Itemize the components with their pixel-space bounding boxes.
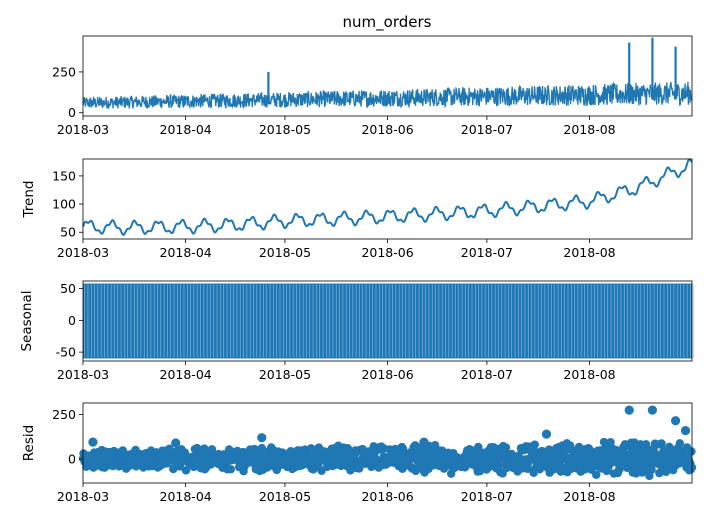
trend-series bbox=[82, 158, 693, 236]
seasonal-ylabel: Seasonal bbox=[19, 290, 35, 351]
xtick-label: 2018-07 bbox=[461, 367, 513, 382]
xtick-label: 2018-05 bbox=[259, 489, 311, 504]
ytick-label: 250 bbox=[52, 407, 76, 422]
trend-line bbox=[82, 158, 693, 236]
seasonal-series bbox=[83, 283, 695, 359]
ytick-label: 250 bbox=[52, 64, 76, 79]
ytick-label: -50 bbox=[56, 345, 76, 360]
xtick-label: 2018-06 bbox=[361, 367, 413, 382]
resid-series bbox=[78, 405, 697, 481]
observed-series bbox=[82, 37, 693, 110]
observed-line bbox=[82, 81, 693, 110]
seasonal-xticks: 2018-03 2018-04 2018-05 2018-06 2018-07 2018-… bbox=[57, 361, 616, 382]
resid-point bbox=[181, 466, 191, 475]
resid-outlier bbox=[680, 425, 691, 436]
resid-point bbox=[355, 464, 364, 473]
resid-outlier bbox=[419, 437, 429, 447]
xtick-label: 2018-06 bbox=[361, 489, 413, 504]
xtick-label: 2018-07 bbox=[461, 489, 513, 504]
xtick-label: 2018-04 bbox=[160, 122, 212, 137]
xtick-label: 2018-08 bbox=[563, 122, 615, 137]
trend-ylabel: Trend bbox=[21, 181, 37, 219]
resid-point bbox=[206, 460, 216, 469]
resid-outlier bbox=[171, 438, 181, 448]
xtick-label: 2018-06 bbox=[361, 245, 413, 260]
resid-point bbox=[257, 443, 267, 453]
resid-point bbox=[606, 438, 615, 447]
ytick-label: 50 bbox=[60, 225, 76, 240]
seasonal-yticks: -50 0 50 bbox=[56, 281, 83, 360]
xtick-label: 2018-08 bbox=[563, 245, 615, 260]
xtick-label: 2018-08 bbox=[563, 489, 615, 504]
trend-xticks: 2018-03 2018-04 2018-05 2018-06 2018-07 2018-… bbox=[57, 239, 616, 260]
resid-ylabel: Resid bbox=[21, 425, 37, 461]
xtick-label: 2018-04 bbox=[160, 245, 212, 260]
resid-xticks: 2018-03 2018-04 2018-05 2018-06 2018-07 2018-… bbox=[57, 483, 616, 504]
ytick-label: 0 bbox=[68, 105, 76, 120]
resid-point bbox=[592, 470, 601, 479]
panel-resid: 0 250 2018-03 2018-04 2018-05 2018-06 2018-07… bbox=[21, 402, 697, 504]
resid-point bbox=[501, 443, 511, 452]
xtick-label: 2018-07 bbox=[461, 245, 513, 260]
resid-point bbox=[226, 465, 236, 474]
resid-point bbox=[687, 447, 696, 456]
resid-outlier bbox=[257, 433, 267, 443]
ytick-label: 50 bbox=[60, 281, 76, 296]
resid-outlier bbox=[88, 437, 98, 447]
xtick-label: 2018-04 bbox=[160, 489, 212, 504]
seasonal-line bbox=[84, 284, 695, 358]
chart-title: num_orders bbox=[343, 13, 432, 32]
xtick-label: 2018-05 bbox=[259, 367, 311, 382]
xtick-label: 2018-03 bbox=[57, 367, 109, 382]
xtick-label: 2018-06 bbox=[361, 122, 413, 137]
ytick-label: 0 bbox=[68, 452, 76, 467]
observed-yticks: 0 250 bbox=[52, 64, 83, 120]
resid-point bbox=[460, 463, 470, 472]
seasonal-band bbox=[83, 283, 692, 359]
resid-outlier bbox=[541, 429, 552, 439]
ytick-label: 150 bbox=[52, 168, 76, 183]
observed-xticks: 2018-03 2018-04 2018-05 2018-06 2018-07 2018-… bbox=[57, 116, 616, 137]
xtick-label: 2018-03 bbox=[57, 122, 109, 137]
xtick-label: 2018-08 bbox=[563, 367, 615, 382]
resid-point bbox=[657, 439, 666, 448]
resid-outlier bbox=[670, 416, 681, 426]
resid-point bbox=[675, 439, 685, 448]
resid-yticks: 0 250 bbox=[52, 407, 83, 467]
resid-outlier bbox=[624, 405, 634, 415]
resid-point bbox=[641, 440, 651, 449]
xtick-label: 2018-05 bbox=[259, 122, 311, 137]
ytick-label: 100 bbox=[52, 197, 76, 212]
xtick-label: 2018-07 bbox=[461, 122, 513, 137]
resid-point bbox=[530, 440, 539, 449]
resid-point bbox=[430, 440, 440, 450]
panel-observed: 0 250 2018-03 2018-04 2018-05 2018-06 2018-07… bbox=[52, 35, 693, 137]
ytick-label: 0 bbox=[68, 313, 76, 328]
xtick-label: 2018-03 bbox=[57, 245, 109, 260]
xtick-label: 2018-05 bbox=[259, 245, 311, 260]
xtick-label: 2018-04 bbox=[160, 367, 212, 382]
trend-yticks: 50 100 150 bbox=[52, 168, 83, 240]
resid-outlier bbox=[647, 405, 658, 415]
xtick-label: 2018-03 bbox=[57, 489, 109, 504]
